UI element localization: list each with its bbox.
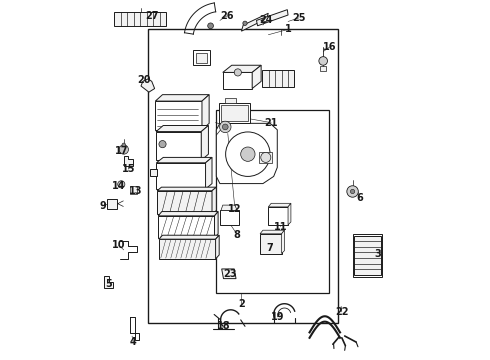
Polygon shape xyxy=(221,269,236,279)
Bar xyxy=(148,30,338,323)
Circle shape xyxy=(118,181,125,188)
Bar xyxy=(155,101,202,130)
Text: 18: 18 xyxy=(217,321,230,331)
Text: 10: 10 xyxy=(112,240,125,250)
Bar xyxy=(196,53,207,63)
Text: 23: 23 xyxy=(223,269,236,279)
Bar xyxy=(353,234,382,277)
Bar xyxy=(129,186,137,194)
Text: 7: 7 xyxy=(266,243,273,253)
Circle shape xyxy=(225,132,270,176)
Polygon shape xyxy=(223,65,261,72)
Polygon shape xyxy=(157,187,216,191)
Text: 17: 17 xyxy=(115,146,128,156)
Bar xyxy=(159,239,216,259)
Bar xyxy=(156,163,205,189)
Bar xyxy=(114,12,166,26)
Text: 26: 26 xyxy=(220,11,234,21)
Circle shape xyxy=(222,124,228,130)
Circle shape xyxy=(261,152,271,162)
Polygon shape xyxy=(260,230,285,234)
Circle shape xyxy=(234,69,242,76)
Bar xyxy=(225,98,236,103)
Text: 25: 25 xyxy=(292,13,306,23)
Bar xyxy=(354,235,381,275)
Text: 16: 16 xyxy=(322,42,336,52)
Polygon shape xyxy=(216,123,277,184)
Text: 11: 11 xyxy=(274,222,288,231)
Polygon shape xyxy=(124,156,133,166)
Polygon shape xyxy=(155,95,209,101)
Bar xyxy=(262,69,294,87)
Polygon shape xyxy=(269,203,291,207)
Text: 12: 12 xyxy=(228,204,242,215)
Circle shape xyxy=(243,21,247,26)
Polygon shape xyxy=(205,157,212,189)
Polygon shape xyxy=(215,212,218,238)
Text: 22: 22 xyxy=(335,307,348,317)
Polygon shape xyxy=(242,13,269,31)
Text: 5: 5 xyxy=(105,279,112,289)
Bar xyxy=(158,216,215,238)
Polygon shape xyxy=(104,276,113,288)
Text: 19: 19 xyxy=(270,312,284,322)
Circle shape xyxy=(208,23,214,29)
Bar xyxy=(259,152,272,163)
Polygon shape xyxy=(221,205,237,211)
Polygon shape xyxy=(201,126,208,160)
Bar xyxy=(219,103,250,123)
Text: 1: 1 xyxy=(285,24,292,35)
Bar xyxy=(260,234,282,253)
Circle shape xyxy=(122,143,125,147)
Polygon shape xyxy=(158,212,218,216)
Text: 13: 13 xyxy=(129,186,143,197)
Text: 27: 27 xyxy=(146,11,159,21)
Circle shape xyxy=(319,57,327,65)
Text: 2: 2 xyxy=(238,299,245,309)
Text: 6: 6 xyxy=(356,193,363,203)
Polygon shape xyxy=(212,187,216,214)
Bar xyxy=(216,110,329,293)
Circle shape xyxy=(350,189,355,194)
Text: 24: 24 xyxy=(259,15,272,26)
Text: 21: 21 xyxy=(265,118,278,128)
Polygon shape xyxy=(288,203,291,225)
Polygon shape xyxy=(141,79,155,92)
Polygon shape xyxy=(256,10,288,26)
Polygon shape xyxy=(150,169,157,176)
Circle shape xyxy=(119,145,128,154)
Text: 4: 4 xyxy=(130,337,137,347)
Bar xyxy=(221,105,248,121)
Polygon shape xyxy=(282,230,285,253)
Bar xyxy=(269,207,288,225)
Circle shape xyxy=(220,121,231,133)
Text: 20: 20 xyxy=(137,75,150,85)
Circle shape xyxy=(347,186,358,197)
Circle shape xyxy=(159,140,166,148)
Bar xyxy=(157,191,212,214)
Text: 8: 8 xyxy=(234,230,241,239)
Text: 15: 15 xyxy=(122,164,135,174)
Polygon shape xyxy=(252,65,261,89)
Bar xyxy=(193,50,210,65)
Polygon shape xyxy=(159,235,219,239)
Text: 3: 3 xyxy=(374,248,381,258)
Bar xyxy=(223,72,252,89)
Bar xyxy=(107,199,117,209)
Polygon shape xyxy=(202,95,209,130)
Polygon shape xyxy=(216,235,219,259)
Text: 9: 9 xyxy=(100,201,107,211)
Circle shape xyxy=(241,147,255,161)
Polygon shape xyxy=(156,126,208,132)
Polygon shape xyxy=(156,157,212,163)
Polygon shape xyxy=(320,66,326,71)
Bar xyxy=(220,211,239,225)
Text: 14: 14 xyxy=(112,181,125,192)
Bar xyxy=(156,132,201,160)
